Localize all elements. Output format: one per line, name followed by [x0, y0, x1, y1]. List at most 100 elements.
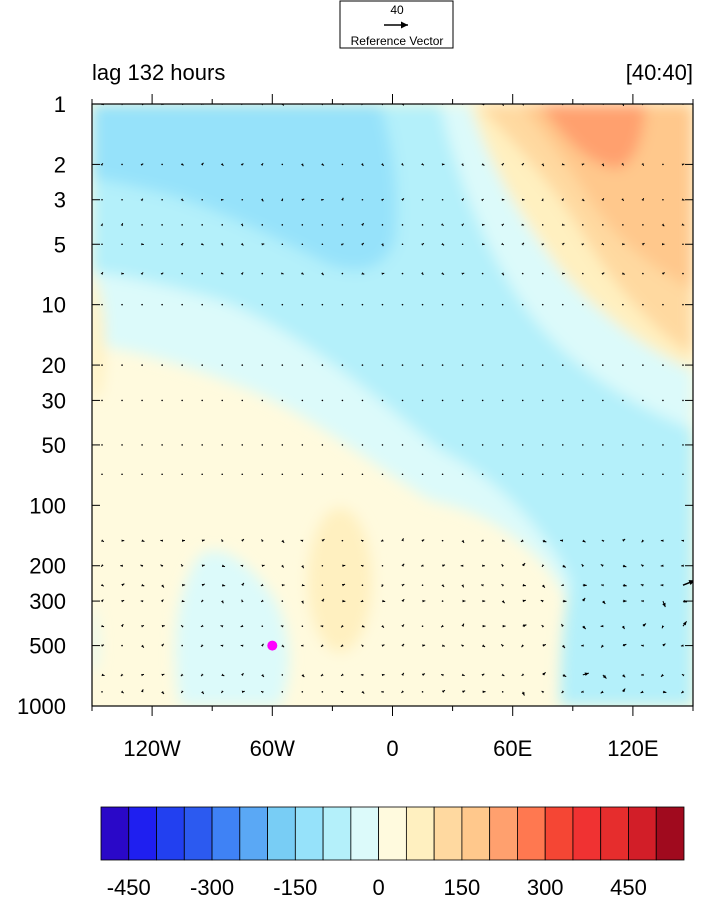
wind-vector-dot: [181, 303, 183, 306]
wind-vector: [321, 243, 324, 246]
wind-vector: [340, 243, 344, 246]
wind-vector-dot: [461, 444, 464, 446]
wind-vector-dot: [401, 224, 404, 226]
wind-vector: [581, 644, 584, 647]
wind-vector: [301, 272, 304, 275]
wind-vector: [441, 198, 444, 201]
wind-vector: [101, 624, 105, 628]
wind-vector-head: [481, 673, 485, 677]
wind-vector: [161, 473, 163, 476]
wind-vector-head: [182, 583, 186, 587]
wind-vector: [381, 444, 384, 446]
wind-vector-head: [161, 624, 165, 628]
wind-vector: [221, 399, 224, 402]
wind-vector-dot: [121, 243, 123, 246]
wind-vector: [301, 674, 305, 678]
wind-vector: [641, 242, 645, 246]
wind-vector-head: [121, 539, 125, 542]
wind-vector-head: [301, 272, 304, 275]
wind-vector-dot: [261, 444, 264, 446]
wind-vector: [500, 644, 504, 647]
wind-vector: [201, 444, 203, 446]
wind-vector: [280, 272, 284, 275]
wind-vector-dot: [281, 444, 284, 446]
wind-vector-dot: [662, 364, 664, 366]
wind-vector: [680, 644, 684, 647]
wind-vector: [681, 673, 685, 677]
wind-vector-head: [461, 223, 464, 227]
colorbar-swatch: [405, 806, 435, 861]
wind-vector: [681, 198, 685, 201]
x-tick-label: 60E: [493, 736, 532, 761]
wind-vector-head: [623, 583, 627, 587]
wind-vector-head: [640, 690, 644, 693]
wind-vector-dot: [381, 364, 384, 366]
wind-vector: [600, 644, 604, 648]
wind-vector: [481, 444, 484, 446]
contour-negative-lower-right: [560, 504, 693, 706]
wind-vector-head: [261, 674, 264, 677]
wind-vector-dot: [261, 625, 264, 627]
wind-vector: [260, 198, 264, 202]
wind-vector: [261, 303, 264, 306]
wind-vector-dot: [481, 364, 484, 366]
wind-vector: [381, 163, 384, 167]
wind-vector-dot: [201, 224, 203, 226]
wind-vector-head: [661, 223, 665, 227]
wind-vector-head: [161, 643, 164, 647]
wind-vector-head: [240, 564, 244, 568]
contour-positive-mid-bubble: [308, 508, 372, 652]
wind-vector: [200, 242, 204, 246]
wind-vector-head: [360, 564, 364, 568]
contour-positive-left-tongue: [92, 270, 105, 400]
wind-vector: [260, 599, 264, 603]
wind-vector: [201, 224, 203, 226]
wind-vector-head: [381, 272, 385, 275]
wind-vector-head: [563, 599, 567, 603]
wind-vector-head: [641, 163, 644, 166]
wind-vector-dot: [201, 473, 203, 476]
wind-vector: [662, 198, 664, 201]
wind-vector-dot: [261, 399, 264, 402]
wind-vector: [622, 564, 627, 568]
wind-vector-head: [662, 643, 666, 647]
wind-vector: [622, 643, 627, 647]
wind-vector: [221, 473, 224, 476]
wind-vector: [481, 539, 484, 542]
wind-vector-dot: [221, 473, 224, 476]
wind-vector-head: [642, 623, 646, 627]
wind-vector: [140, 689, 144, 693]
wind-vector: [241, 582, 245, 586]
y-tick-label: 100: [29, 493, 66, 518]
wind-vector: [601, 242, 605, 246]
wind-vector: [220, 198, 224, 201]
wind-vector: [281, 584, 285, 587]
wind-vector-head: [341, 197, 344, 201]
wind-vector-head: [341, 673, 344, 676]
wind-vector-head: [502, 624, 506, 628]
wind-vector-dot: [642, 399, 644, 402]
wind-vector-head: [481, 223, 485, 227]
wind-vector: [401, 198, 405, 202]
wind-vector: [521, 644, 525, 648]
wind-vector: [220, 625, 224, 628]
wind-vector: [321, 598, 325, 602]
wind-vector-dot: [361, 444, 364, 446]
wind-vector-dot: [121, 399, 123, 402]
wind-vector-head: [601, 163, 604, 167]
wind-vector: [662, 444, 664, 446]
wind-vector-head: [640, 584, 644, 587]
colorbar-swatch: [544, 806, 574, 861]
wind-vector-dot: [281, 163, 284, 166]
wind-vector: [401, 643, 405, 647]
wind-vector: [662, 473, 664, 476]
wind-vector: [201, 303, 203, 306]
wind-vector: [121, 272, 124, 275]
wind-vector: [541, 473, 544, 476]
wind-vector: [240, 644, 244, 647]
wind-vector-head: [140, 272, 144, 276]
wind-vector: [600, 563, 604, 567]
wind-vector-dot: [341, 303, 344, 306]
wind-vector-head: [461, 539, 465, 543]
colorbar-swatch: [350, 806, 380, 861]
